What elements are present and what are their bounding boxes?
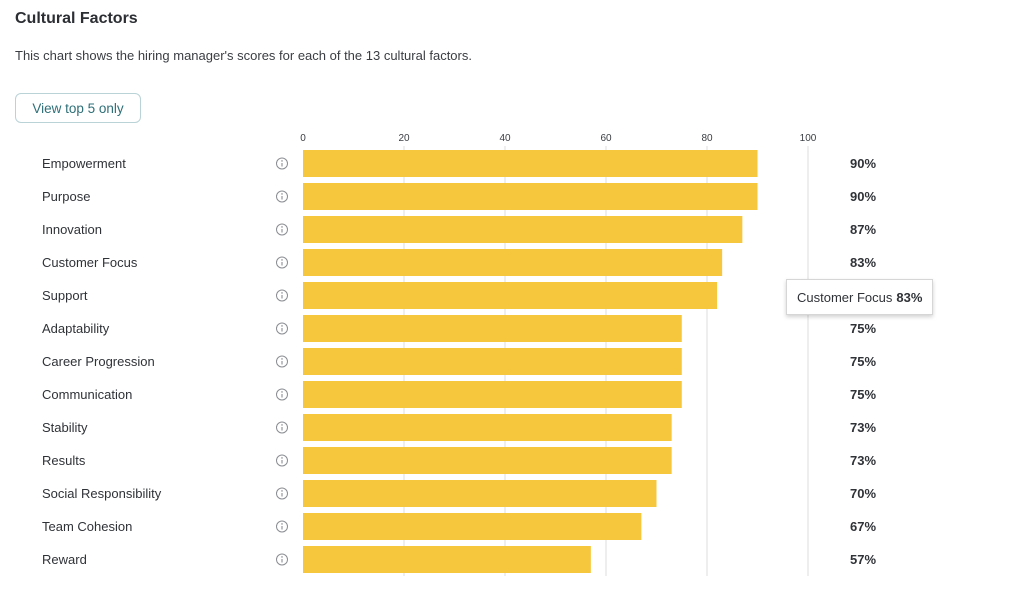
info-icon[interactable] (276, 256, 288, 269)
bar[interactable] (303, 546, 591, 573)
info-icon[interactable] (276, 157, 288, 170)
chart-description: This chart shows the hiring manager's sc… (15, 48, 472, 63)
bar[interactable] (303, 447, 672, 474)
info-icon[interactable] (276, 322, 288, 335)
value-label: 75% (850, 321, 876, 336)
value-label: 70% (850, 486, 876, 501)
x-tick-label: 40 (499, 133, 511, 144)
category-label: Team Cohesion (42, 519, 132, 534)
bar[interactable] (303, 513, 642, 540)
info-icon[interactable] (276, 355, 288, 368)
bar[interactable] (303, 150, 758, 177)
bar[interactable] (303, 249, 723, 276)
bar[interactable] (303, 315, 682, 342)
category-label: Purpose (42, 189, 90, 204)
bar[interactable] (303, 381, 682, 408)
value-label: 73% (850, 453, 876, 468)
category-label: Reward (42, 552, 87, 567)
info-icon[interactable] (276, 289, 288, 302)
category-label: Communication (42, 387, 132, 402)
category-label: Results (42, 453, 86, 468)
bar[interactable] (303, 480, 657, 507)
x-tick-label: 60 (600, 133, 612, 144)
view-top-5-button[interactable]: View top 5 only (15, 93, 141, 123)
tooltip-value: 83% (896, 289, 923, 305)
x-tick-label: 80 (701, 133, 713, 144)
category-label: Stability (42, 420, 88, 435)
category-label: Customer Focus (42, 255, 138, 270)
value-label: 75% (850, 354, 876, 369)
value-label: 90% (850, 189, 876, 204)
info-icon[interactable] (276, 520, 288, 533)
bar[interactable] (303, 216, 743, 243)
category-label: Empowerment (42, 156, 126, 171)
category-label: Innovation (42, 222, 102, 237)
value-label: 57% (850, 552, 876, 567)
value-label: 83% (850, 255, 876, 270)
chart-title: Cultural Factors (15, 10, 138, 27)
info-icon[interactable] (276, 454, 288, 467)
value-label: 75% (850, 387, 876, 402)
bar[interactable] (303, 348, 682, 375)
category-label: Adaptability (42, 321, 110, 336)
info-icon[interactable] (276, 421, 288, 434)
bar[interactable] (303, 414, 672, 441)
value-label: 67% (850, 519, 876, 534)
info-icon[interactable] (276, 190, 288, 203)
value-label: 90% (850, 156, 876, 171)
x-tick-label: 100 (800, 133, 817, 144)
x-tick-label: 0 (300, 133, 306, 144)
category-label: Support (42, 288, 88, 303)
category-label: Career Progression (42, 354, 155, 369)
bar[interactable] (303, 282, 718, 309)
category-label: Social Responsibility (42, 486, 162, 501)
tooltip-label: Customer Focus (797, 289, 893, 305)
value-label: 87% (850, 222, 876, 237)
value-label: 73% (850, 420, 876, 435)
tooltip: Customer Focus 83% (786, 279, 934, 315)
info-icon[interactable] (276, 487, 288, 500)
info-icon[interactable] (276, 553, 288, 566)
x-tick-label: 20 (398, 133, 410, 144)
info-icon[interactable] (276, 388, 288, 401)
info-icon[interactable] (276, 223, 288, 236)
bar[interactable] (303, 183, 758, 210)
